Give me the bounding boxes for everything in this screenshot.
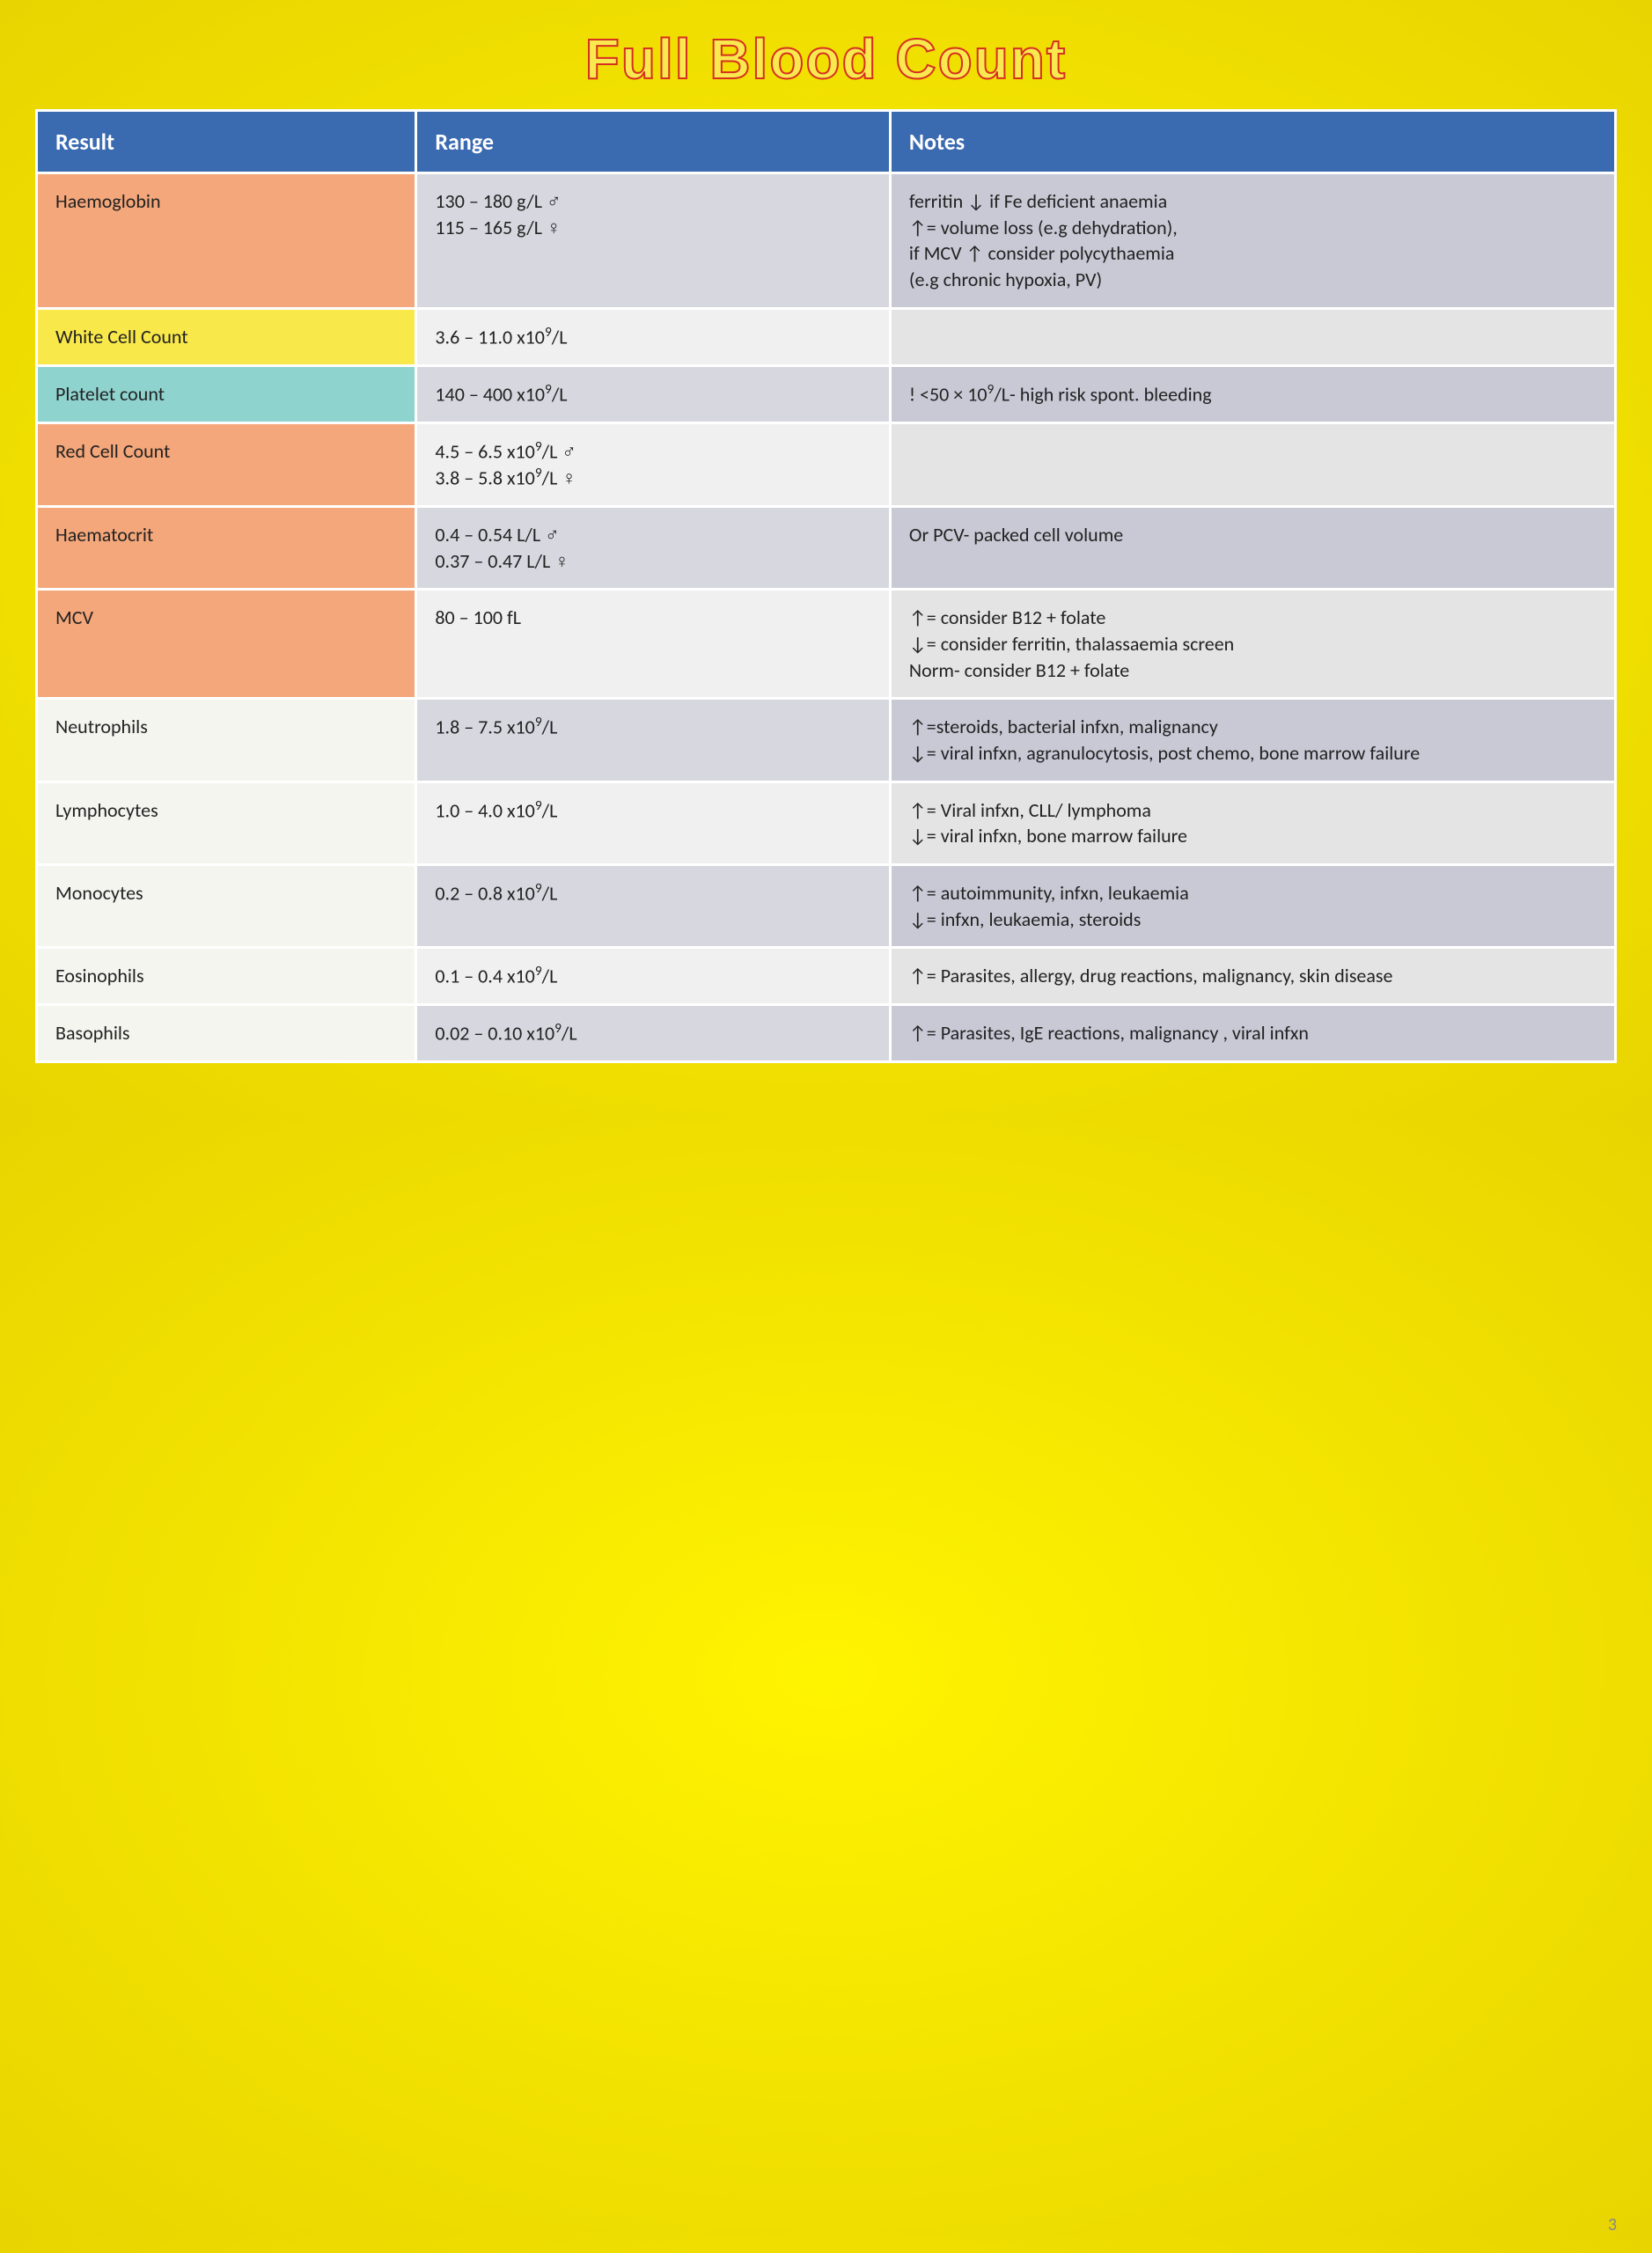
cell-notes: ↑= autoimmunity, infxn, leukaemia↓= infx… <box>892 866 1614 946</box>
cell-result: Red Cell Count <box>38 424 415 505</box>
cell-notes: ↑= consider B12 + folate↓= consider ferr… <box>892 591 1614 697</box>
table-row: Basophils0.02 – 0.10 x109/L↑= Parasites,… <box>38 1006 1614 1060</box>
table-row: Neutrophils1.8 – 7.5 x109/L↑=steroids, b… <box>38 700 1614 780</box>
th-range: Range <box>417 112 889 172</box>
cell-range: 140 – 400 x109/L <box>417 367 889 422</box>
cell-range: 0.1 – 0.4 x109/L <box>417 949 889 1003</box>
cell-result: Eosinophils <box>38 949 415 1003</box>
table-row: Haematocrit0.4 – 0.54 L/L ♂0.37 – 0.47 L… <box>38 508 1614 588</box>
table-row: Monocytes0.2 – 0.8 x109/L↑= autoimmunity… <box>38 866 1614 946</box>
cell-result: Haemoglobin <box>38 174 415 307</box>
cell-range: 80 – 100 fL <box>417 591 889 697</box>
table-row: Eosinophils0.1 – 0.4 x109/L↑= Parasites,… <box>38 949 1614 1003</box>
cell-range: 0.02 – 0.10 x109/L <box>417 1006 889 1060</box>
table-row: Lymphocytes1.0 – 4.0 x109/L↑= Viral infx… <box>38 783 1614 863</box>
fbc-table: Result Range Notes Haemoglobin130 – 180 … <box>35 109 1617 1063</box>
cell-range: 3.6 – 11.0 x109/L <box>417 310 889 364</box>
cell-notes: ↑=steroids, bacterial infxn, malignancy↓… <box>892 700 1614 780</box>
page-title: Full Blood Count <box>35 26 1617 92</box>
table-header-row: Result Range Notes <box>38 112 1614 172</box>
page-number: 3 <box>1608 2214 1617 2235</box>
cell-range: 1.8 – 7.5 x109/L <box>417 700 889 780</box>
cell-result: Platelet count <box>38 367 415 422</box>
table-row: White Cell Count3.6 – 11.0 x109/L <box>38 310 1614 364</box>
cell-notes: Or PCV- packed cell volume <box>892 508 1614 588</box>
cell-result: Basophils <box>38 1006 415 1060</box>
cell-range: 0.2 – 0.8 x109/L <box>417 866 889 946</box>
cell-result: White Cell Count <box>38 310 415 364</box>
cell-range: 1.0 – 4.0 x109/L <box>417 783 889 863</box>
cell-notes: ↑= Parasites, allergy, drug reactions, m… <box>892 949 1614 1003</box>
cell-range: 130 – 180 g/L ♂115 – 165 g/L ♀ <box>417 174 889 307</box>
table-row: Haemoglobin130 – 180 g/L ♂115 – 165 g/L … <box>38 174 1614 307</box>
cell-notes <box>892 424 1614 505</box>
cell-range: 4.5 – 6.5 x109/L ♂3.8 – 5.8 x109/L ♀ <box>417 424 889 505</box>
cell-result: Haematocrit <box>38 508 415 588</box>
table-row: Red Cell Count4.5 – 6.5 x109/L ♂3.8 – 5.… <box>38 424 1614 505</box>
cell-result: Monocytes <box>38 866 415 946</box>
th-result: Result <box>38 112 415 172</box>
table-row: Platelet count140 – 400 x109/L! <50 × 10… <box>38 367 1614 422</box>
cell-notes <box>892 310 1614 364</box>
th-notes: Notes <box>892 112 1614 172</box>
cell-result: Neutrophils <box>38 700 415 780</box>
cell-notes: ferritin ↓ if Fe deficient anaemia↑= vol… <box>892 174 1614 307</box>
cell-range: 0.4 – 0.54 L/L ♂0.37 – 0.47 L/L ♀ <box>417 508 889 588</box>
cell-result: Lymphocytes <box>38 783 415 863</box>
cell-notes: ! <50 × 109/L- high risk spont. bleeding <box>892 367 1614 422</box>
cell-notes: ↑= Parasites, IgE reactions, malignancy … <box>892 1006 1614 1060</box>
cell-notes: ↑= Viral infxn, CLL/ lymphoma↓= viral in… <box>892 783 1614 863</box>
cell-result: MCV <box>38 591 415 697</box>
table-row: MCV80 – 100 fL↑= consider B12 + folate↓=… <box>38 591 1614 697</box>
